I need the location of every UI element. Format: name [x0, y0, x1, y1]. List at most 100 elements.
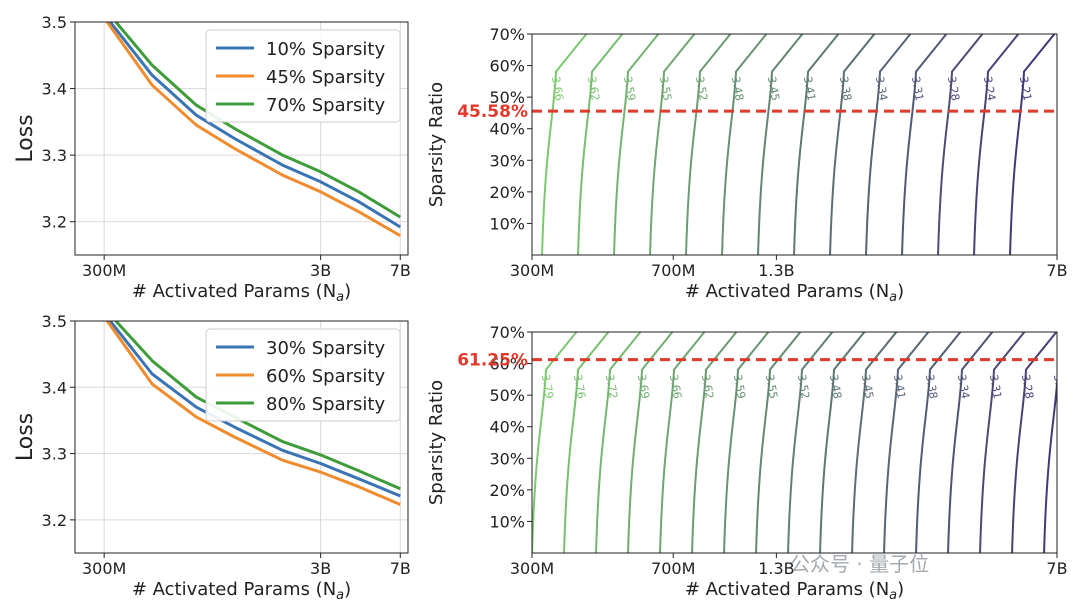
series-line-1 [105, 321, 401, 506]
y-tick-label: 10% [489, 512, 525, 531]
contour-line [691, 332, 738, 553]
contour-label: 3.38 [837, 75, 854, 101]
y-tick-label: 3.3 [42, 146, 67, 165]
x-tick-label: 7B [390, 261, 411, 280]
contour-line [979, 332, 1026, 553]
contour-line [937, 34, 984, 255]
contour-line [541, 34, 588, 255]
contour-label: 3.52 [795, 373, 812, 399]
y-tick-label: 60% [489, 355, 525, 374]
contour-line [723, 332, 770, 553]
y-tick-label: 10% [489, 214, 525, 233]
x-tick-label: 300M [510, 559, 554, 578]
contour-line [613, 34, 660, 255]
y-tick-label: 3.5 [42, 312, 67, 331]
contour-line [1009, 34, 1056, 255]
loss-chart-2: 300M 3B 7B 3.2 3.3 3.4 3.5 30% Sparsity 60% Spar… [13, 312, 411, 578]
legend-label-0: 10% Sparsity [266, 39, 385, 60]
y-tick-label: 3.3 [42, 445, 67, 464]
x-axis-label-3: # Activated Params (Na) [685, 579, 904, 603]
x-tick-label: 700M [651, 261, 695, 280]
contour-line [851, 332, 898, 553]
contour-label: 3.69 [635, 373, 652, 399]
y-tick-label: 3.5 [42, 13, 67, 32]
y-axis-label: Sparsity Ratio [426, 82, 447, 207]
x-axis-label-1: # Activated Params (Na) [685, 281, 904, 305]
y-tick-label: 70% [489, 323, 525, 342]
contour-line [627, 332, 674, 553]
series-line-2 [114, 321, 401, 491]
contour-line [883, 332, 930, 553]
contour-line [1043, 369, 1057, 553]
contour-label: 3.34 [873, 75, 890, 101]
x-tick-label: 7B [1046, 559, 1067, 578]
y-tick-label: 50% [489, 88, 525, 107]
contour-line [685, 34, 732, 255]
x-tick-label: 300M [510, 261, 554, 280]
y-tick-label: 3.2 [42, 511, 67, 530]
contour-label: 3.55 [763, 373, 780, 399]
series-line-1 [105, 22, 402, 237]
series-group [105, 22, 402, 237]
contour-line [947, 332, 994, 553]
contour-lines: 3.79 3.76 3.72 3.69 3.66 3.62 3.59 3.55 3.52 3.48… [532, 332, 1057, 553]
legend-label-0: 30% Sparsity [266, 338, 385, 359]
series-line-0 [109, 321, 401, 498]
y-tick-label: 30% [489, 449, 525, 468]
legend-label-2: 70% Sparsity [266, 95, 385, 116]
contour-chart-3: 3.79 3.76 3.72 3.69 3.66 3.62 3.59 3.55 3.52 3.48… [426, 323, 1068, 578]
legend-label-1: 45% Sparsity [266, 67, 385, 88]
plot-frame [531, 33, 1058, 256]
contour-line [901, 34, 948, 255]
contour-line [649, 34, 696, 255]
contour-label: 3.41 [801, 75, 818, 101]
contour-label: 3.62 [699, 373, 716, 399]
contour-chart-1: 3.66 3.62 3.59 3.55 3.52 3.48 3.45 3.41 3.38 3.34… [426, 25, 1068, 280]
contour-lines: 3.66 3.62 3.59 3.55 3.52 3.48 3.45 3.41 3.38 3.34… [541, 34, 1056, 255]
contour-line [915, 332, 962, 553]
y-tick-label: 40% [489, 120, 525, 139]
y-tick-label: 40% [489, 418, 525, 437]
contour-line [787, 332, 834, 553]
series-line-2 [114, 22, 402, 219]
x-tick-label: 7B [1046, 261, 1067, 280]
contour-label: 3.28 [1019, 373, 1036, 399]
reference-label: 61.25% [457, 351, 528, 371]
contour-line [721, 34, 768, 255]
contour-line [819, 332, 866, 553]
y-tick-label: 20% [489, 183, 525, 202]
y-tick-label: 3.4 [42, 378, 67, 397]
y-tick-label: 70% [489, 25, 525, 44]
contour-line [532, 332, 578, 553]
contour-label: 3.31 [909, 75, 926, 101]
loss-chart-0: 300M 3B 7B 3.2 3.3 3.4 3.5 10% Sparsity 45% Spar… [13, 13, 411, 280]
contour-label: 3.21 [1017, 75, 1034, 101]
series-group [105, 321, 401, 506]
x-tick-label: 300M [82, 559, 126, 578]
contour-label: 3.48 [827, 373, 844, 399]
x-tick-label: 300M [82, 261, 126, 280]
x-axis-label-2: # Activated Params (Na) [132, 579, 351, 603]
contour-label: 3.45 [859, 373, 876, 399]
y-axis-label: Loss [13, 114, 38, 162]
x-tick-label: 3B [310, 261, 331, 280]
contour-line [1011, 332, 1057, 553]
legend-box [205, 328, 401, 422]
x-axis-label-0: # Activated Params (Na) [132, 281, 351, 305]
y-tick-label: 30% [489, 151, 525, 170]
contour-label: 3.52 [693, 75, 710, 101]
contour-line [973, 34, 1020, 255]
contour-label: 3.66 [667, 373, 684, 399]
plot-frame [74, 21, 409, 256]
x-tick-label: 1.3B [758, 559, 794, 578]
contour-line [793, 34, 840, 255]
plot-frame [531, 331, 1058, 554]
y-tick-label: 20% [489, 481, 525, 500]
contour-label: 3.24 [981, 75, 998, 101]
contour-label: 3.76 [571, 373, 588, 399]
series-line-0 [109, 22, 402, 229]
contour-label: 3.72 [603, 373, 620, 399]
contour-label: 3.48 [729, 75, 746, 101]
contour-label: 3.45 [765, 75, 782, 101]
